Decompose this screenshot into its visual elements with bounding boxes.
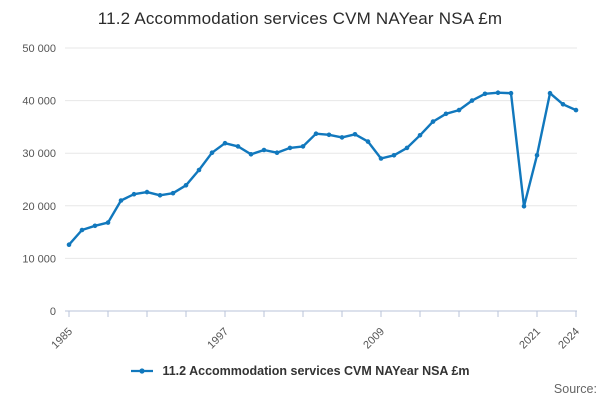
data-point <box>443 111 449 117</box>
data-point <box>92 223 98 229</box>
data-point <box>391 153 397 158</box>
data-point <box>495 90 501 95</box>
chart-legend: 11.2 Accommodation services CVM NAYear N… <box>0 360 600 382</box>
data-point <box>235 144 241 149</box>
data-point <box>508 90 514 96</box>
data-point <box>547 90 553 96</box>
data-point <box>482 91 488 97</box>
data-point <box>300 144 306 149</box>
data-point <box>105 220 111 225</box>
data-point <box>326 132 332 138</box>
data-point <box>469 98 475 103</box>
y-axis-tick-label: 30 000 <box>22 148 56 160</box>
data-point <box>534 153 540 158</box>
data-point <box>339 135 345 140</box>
source-label: Source: <box>553 382 597 396</box>
data-point <box>352 132 358 137</box>
data-point <box>261 147 267 153</box>
data-point <box>222 140 228 146</box>
data-point <box>365 139 371 144</box>
x-axis-tick-label: 2024 <box>556 326 582 352</box>
data-point <box>287 145 293 151</box>
data-point <box>430 119 436 124</box>
data-point <box>183 183 189 188</box>
y-axis-tick-label: 10 000 <box>22 253 56 265</box>
data-point <box>66 242 72 247</box>
data-point <box>157 193 163 198</box>
data-point <box>144 189 150 195</box>
data-point <box>209 150 215 155</box>
y-axis-tick-label: 0 <box>50 306 56 318</box>
data-point <box>560 102 566 107</box>
legend-series-label: 11.2 Accommodation services CVM NAYear N… <box>162 364 470 378</box>
x-axis-tick-label: 1985 <box>49 326 75 352</box>
data-point <box>118 198 124 203</box>
x-axis-tick-label: 1997 <box>205 326 231 352</box>
legend-line-marker-icon <box>131 368 154 374</box>
x-axis-tick-label: 2021 <box>517 326 543 352</box>
data-point <box>378 156 384 161</box>
data-point <box>196 167 202 173</box>
data-point <box>573 107 579 113</box>
line-chart-plot-area: 0 10 000 20 000 30 000 40 000 50 000 1985 1997 2… <box>22 43 582 352</box>
data-point <box>313 131 319 136</box>
data-point <box>79 227 85 233</box>
data-point <box>170 190 176 196</box>
data-point <box>404 145 410 151</box>
y-axis-tick-label: 50 000 <box>22 43 56 55</box>
y-axis-tick-label: 40 000 <box>22 96 56 108</box>
data-point <box>274 150 280 155</box>
data-point <box>521 204 527 209</box>
data-point <box>248 152 254 157</box>
y-axis-tick-label: 20 000 <box>22 201 56 213</box>
chart-title: 11.2 Accommodation services CVM NAYear N… <box>97 9 503 28</box>
data-point <box>131 191 137 197</box>
x-axis-tick-label: 2009 <box>361 326 387 352</box>
data-line <box>67 91 578 246</box>
data-point <box>417 133 423 138</box>
data-point <box>456 107 462 113</box>
